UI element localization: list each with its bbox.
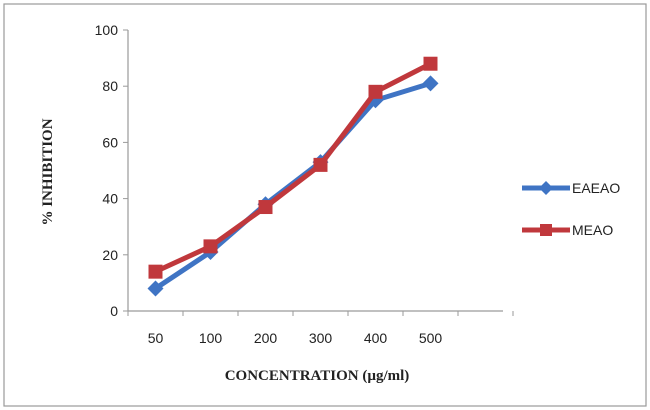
x-tick-label: 200 — [254, 330, 278, 346]
series-group — [147, 56, 439, 297]
chart-frame — [3, 3, 647, 407]
series-meao — [148, 56, 438, 279]
x-tick-labels: 50 100 200 300 400 500 — [127, 311, 514, 346]
data-point — [368, 84, 383, 99]
y-tick-label: 100 — [95, 22, 119, 38]
x-tick-label: 50 — [148, 330, 164, 346]
legend-label: MEAO — [572, 222, 613, 238]
data-point — [422, 75, 439, 92]
y-tick-label: 80 — [102, 78, 118, 94]
legend: EAEAO MEAO — [522, 180, 620, 238]
y-tick-label: 0 — [110, 303, 118, 319]
series-line — [154, 61, 432, 274]
y-tick-label: 20 — [102, 247, 118, 263]
x-tick-label: 300 — [309, 330, 333, 346]
data-point — [203, 239, 218, 254]
data-point — [258, 200, 273, 215]
y-tick-label: 40 — [102, 191, 118, 207]
x-tick-label: 500 — [419, 330, 443, 346]
x-axis-label: CONCENTRATION (µg/ml) — [225, 368, 410, 384]
x-tick-label: 100 — [199, 330, 223, 346]
data-point — [147, 280, 164, 297]
y-tick-labels: 0 20 40 60 80 100 — [95, 22, 128, 319]
legend-marker — [540, 224, 552, 236]
data-point — [423, 56, 438, 71]
y-axis-label: % INHIBITION — [40, 118, 56, 225]
legend-marker — [539, 181, 553, 195]
legend-label: EAEAO — [572, 180, 620, 196]
x-tick-label: 400 — [364, 330, 388, 346]
y-tick-label: 60 — [102, 134, 118, 150]
data-point — [148, 264, 163, 279]
data-point — [313, 157, 328, 172]
